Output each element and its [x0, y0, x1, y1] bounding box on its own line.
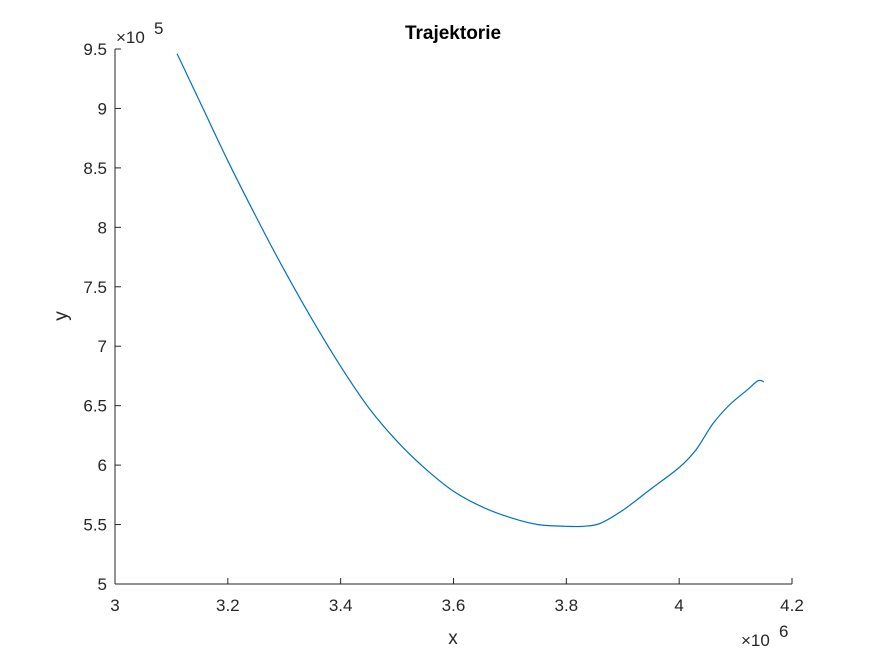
y-tick-label: 8 — [98, 218, 107, 237]
x-tick-label: 3.6 — [442, 596, 466, 615]
svg-text:6: 6 — [779, 622, 788, 641]
y-ticks: 5 5.5 6 6.5 7 7.5 8 8.5 9 9.5 — [83, 40, 121, 594]
x-tick-label: 4 — [674, 596, 683, 615]
x-ticks: 3 3.2 3.4 3.6 3.8 4 4.2 — [110, 578, 804, 615]
svg-text:5: 5 — [154, 19, 163, 38]
x-tick-label: 3.4 — [329, 596, 353, 615]
y-exponent-label: ×10 5 — [116, 19, 163, 47]
y-tick-label: 8.5 — [83, 159, 107, 178]
trajectory-line — [176, 53, 765, 528]
x-tick-label: 3.8 — [555, 596, 579, 615]
plot-area — [115, 49, 792, 584]
y-tick-label: 7 — [98, 337, 107, 356]
x-tick-label: 3.2 — [216, 596, 240, 615]
y-axis-label: y — [51, 311, 72, 321]
y-tick-label: 5.5 — [83, 516, 107, 535]
svg-text:×10: ×10 — [741, 631, 770, 650]
y-tick-label: 6 — [98, 456, 107, 475]
x-exponent-label: ×10 6 — [741, 622, 788, 650]
y-tick-label: 6.5 — [83, 397, 107, 416]
svg-text:×10: ×10 — [116, 28, 145, 47]
y-tick-label: 5 — [98, 575, 107, 594]
chart-title: Trajektorie — [405, 23, 501, 44]
x-axis-label: x — [448, 628, 458, 649]
y-tick-label: 7.5 — [83, 278, 107, 297]
y-tick-label: 9 — [98, 99, 107, 118]
x-tick-label: 4.2 — [780, 596, 804, 615]
x-tick-label: 3 — [110, 596, 119, 615]
y-tick-label: 9.5 — [83, 40, 107, 59]
